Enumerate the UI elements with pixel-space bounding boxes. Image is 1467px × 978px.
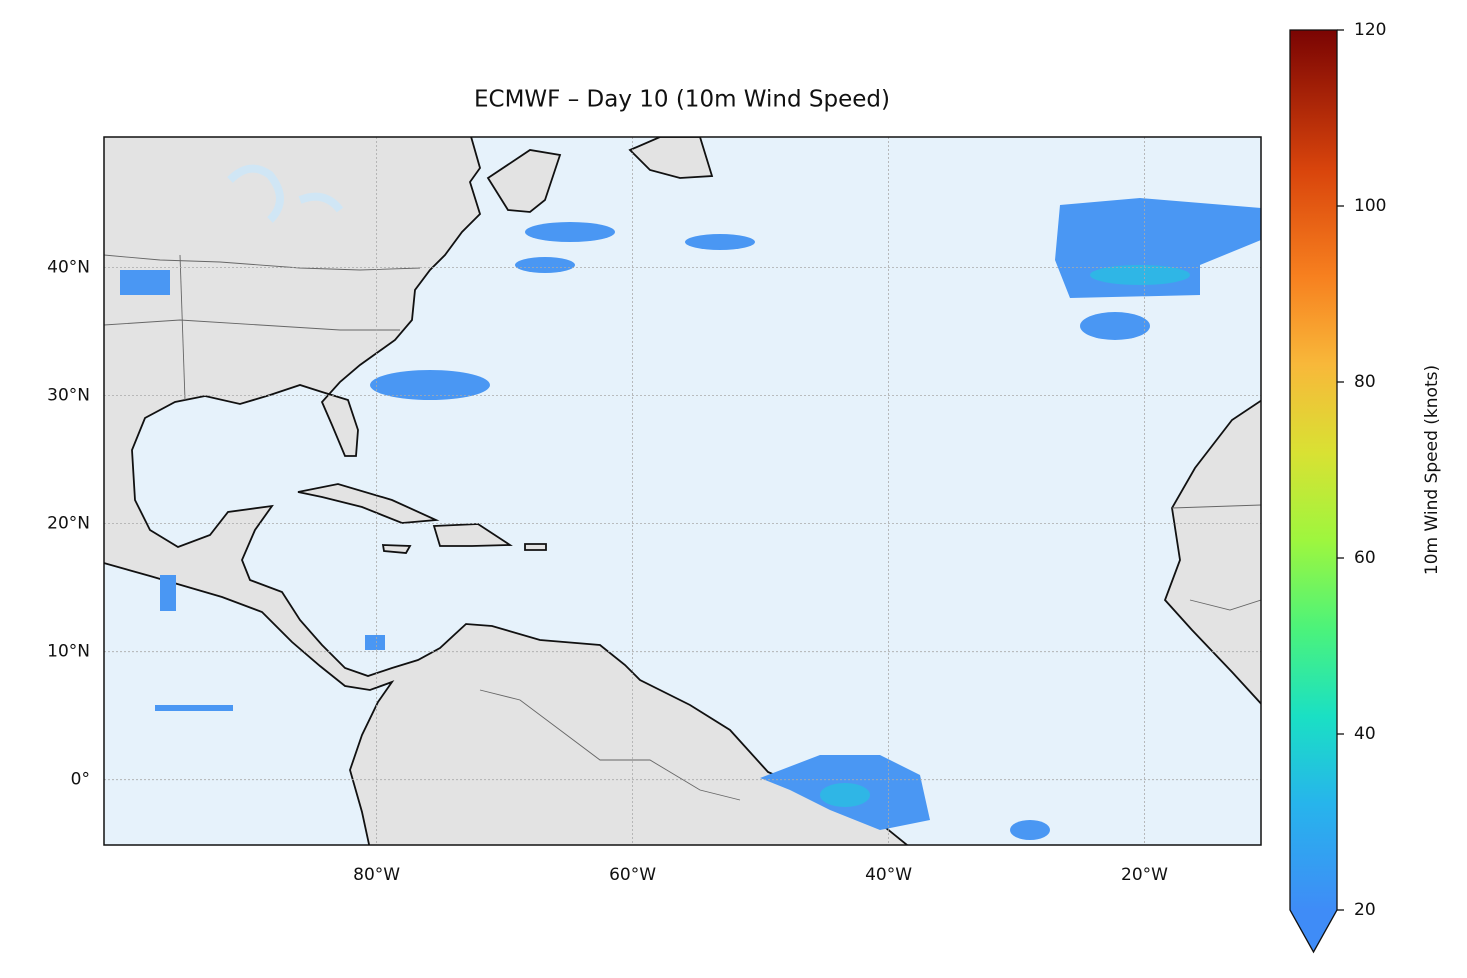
- colorbar-frame: [1289, 29, 1338, 954]
- wind-area: [365, 635, 385, 650]
- jamaica: [381, 544, 412, 554]
- wind-area: [1080, 312, 1150, 340]
- colorbar-tick-label: 80: [1354, 372, 1376, 392]
- chart-title: ECMWF – Day 10 (10m Wind Speed): [474, 87, 890, 113]
- y-tick-label: 20°N: [47, 514, 90, 534]
- nova-scotia: [486, 149, 562, 213]
- map: [104, 137, 1261, 845]
- y-tick-label: 10°N: [47, 642, 90, 662]
- colorbar-tick-label: 20: [1354, 900, 1376, 920]
- africa: [1163, 399, 1261, 705]
- wind-area: [685, 234, 755, 250]
- border: [179, 254, 186, 401]
- grid: [104, 137, 1261, 845]
- wind-area: [820, 783, 870, 807]
- wind-area: [160, 575, 176, 611]
- y-tick-label: 30°N: [47, 386, 90, 406]
- colorbar-tick-label: 60: [1354, 548, 1376, 568]
- colorbar-tick-label: 100: [1354, 196, 1386, 216]
- border: [1189, 599, 1261, 611]
- border: [479, 689, 741, 801]
- border: [104, 254, 421, 271]
- puerto-rico: [524, 543, 547, 551]
- colorbar-tick-label: 40: [1354, 724, 1376, 744]
- x-tick-label: 20°W: [1121, 865, 1168, 885]
- y-tick-label: 40°N: [47, 258, 90, 278]
- colorbar: [1290, 30, 1337, 910]
- wind-area: [370, 370, 490, 400]
- newfoundland: [628, 137, 714, 179]
- colorbar-extend: [1290, 910, 1337, 952]
- x-tick-label: 40°W: [865, 865, 912, 885]
- border: [104, 319, 400, 331]
- colorbar-tick-label: 120: [1354, 20, 1386, 40]
- wind-area: [515, 257, 575, 273]
- wind-area: [1090, 265, 1190, 285]
- x-tick-label: 80°W: [353, 865, 400, 885]
- wind-area: [155, 705, 233, 711]
- border: [1171, 504, 1261, 509]
- wind-area: [525, 222, 615, 242]
- lakes: [227, 164, 344, 223]
- x-tick-label: 60°W: [609, 865, 656, 885]
- hispaniola: [432, 523, 513, 547]
- wind-area: [120, 270, 170, 295]
- americas: [104, 137, 909, 845]
- y-tick-label: 0°: [71, 770, 90, 790]
- map-frame: [103, 136, 1262, 846]
- wind-area: [1010, 820, 1050, 840]
- colorbar-label: 10m Wind Speed (knots): [1422, 365, 1442, 575]
- cuba: [297, 483, 440, 524]
